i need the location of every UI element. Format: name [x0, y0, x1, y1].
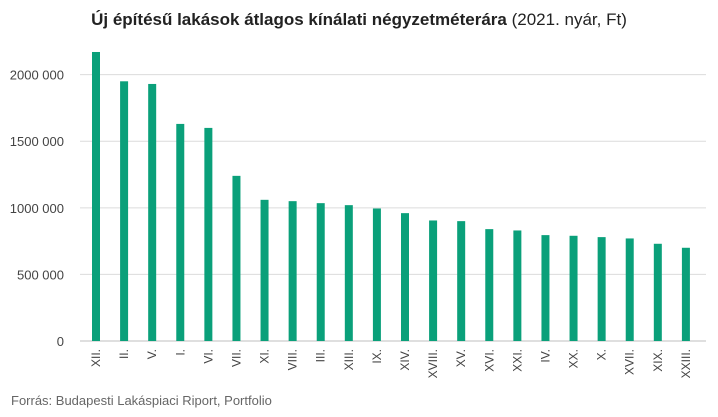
bar [681, 247, 690, 341]
bar [344, 205, 353, 341]
x-tick-label: II. [117, 349, 131, 359]
x-tick-label: XVIII. [426, 349, 440, 378]
y-tick-label: 1500 000 [10, 134, 64, 149]
x-tick-label: XV. [454, 349, 468, 367]
bar-chart: 0 500 000 1000 000 1500 000 2000 000 XII. II. V… [10, 51, 706, 378]
x-tick-label: XI. [258, 349, 272, 364]
x-tick-label: XVII. [623, 349, 637, 375]
y-tick-label: 0 [57, 334, 64, 349]
bar [541, 235, 550, 341]
bar [148, 83, 157, 341]
bar [260, 199, 269, 341]
x-tick-label: X. [595, 349, 609, 360]
bar [372, 208, 381, 341]
bar [401, 213, 409, 341]
bar [176, 123, 185, 341]
x-tick-label: IX. [370, 349, 384, 364]
bar [569, 235, 578, 341]
x-tick-label: I. [173, 349, 187, 356]
x-tick-label: III. [314, 349, 328, 362]
y-tick-label: 2000 000 [10, 68, 64, 83]
bar [457, 221, 466, 341]
x-tick-label: XX. [567, 349, 581, 368]
x-tick-label: XVI. [482, 349, 496, 372]
bar [513, 230, 522, 341]
bar [92, 51, 100, 341]
x-tick-label: XXIII. [679, 349, 693, 378]
x-tick-label: VIII. [286, 349, 300, 370]
bar [288, 201, 297, 341]
bar [653, 243, 662, 341]
chart-title: Új építésű lakások átlagos kínálati négy… [0, 10, 718, 30]
y-tick-label: 1000 000 [10, 201, 64, 216]
y-tick-label: 500 000 [17, 267, 64, 282]
bar [429, 220, 438, 341]
x-tick-label: XIII. [342, 349, 356, 370]
bar [485, 229, 494, 341]
bar [316, 203, 325, 341]
bar [232, 175, 241, 341]
x-tick-label: XXI. [510, 349, 524, 372]
chart-title-main: Új építésű lakások átlagos kínálati négy… [91, 10, 507, 29]
bar [204, 127, 213, 341]
x-tick-label: V. [145, 349, 159, 359]
bar [597, 237, 606, 341]
bar [120, 81, 129, 341]
x-tick-label: VI. [201, 349, 215, 364]
x-tick-label: XIV. [398, 349, 412, 371]
chart-subtitle: (2021. nyár, Ft) [511, 10, 627, 29]
x-tick-label: IV. [538, 349, 552, 363]
x-tick-label: VII. [229, 349, 243, 367]
bar [625, 238, 634, 341]
x-tick-label: XII. [89, 349, 103, 367]
x-tick-label: XIX. [651, 349, 665, 372]
source-note: Forrás: Budapesti Lakáspiaci Riport, Por… [11, 393, 272, 408]
